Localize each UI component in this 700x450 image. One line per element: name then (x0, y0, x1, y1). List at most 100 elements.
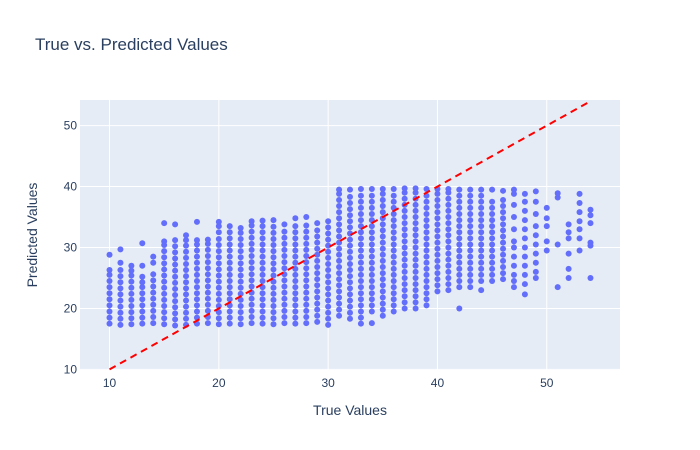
data-point (325, 260, 332, 267)
data-point (510, 262, 517, 269)
data-point (248, 295, 255, 302)
data-point (150, 320, 157, 327)
data-point (237, 278, 244, 285)
data-point (215, 254, 222, 261)
data-point (401, 274, 408, 281)
data-point (423, 265, 430, 272)
data-point (237, 303, 244, 310)
data-point (117, 303, 124, 310)
data-point (467, 271, 474, 278)
data-point (314, 251, 321, 258)
data-point (259, 296, 266, 303)
data-point (434, 233, 441, 240)
data-point (423, 241, 430, 248)
data-point (445, 185, 452, 192)
data-point (390, 284, 397, 291)
data-point (215, 278, 222, 285)
data-point (467, 253, 474, 260)
data-point (336, 300, 343, 307)
data-point (467, 223, 474, 230)
data-point (412, 244, 419, 251)
chart-title: True vs. Predicted Values (35, 35, 228, 54)
data-point (379, 233, 386, 240)
data-point (456, 204, 463, 211)
data-point (368, 198, 375, 205)
data-point (281, 289, 288, 296)
data-point (543, 204, 550, 211)
data-point (215, 296, 222, 303)
data-point (226, 320, 233, 327)
data-point (412, 185, 419, 192)
data-point (259, 302, 266, 309)
data-point (193, 296, 200, 303)
data-point (434, 282, 441, 289)
data-point (248, 277, 255, 284)
data-point (325, 242, 332, 249)
data-point (423, 223, 430, 230)
data-point (434, 203, 441, 210)
data-point (347, 200, 353, 207)
data-point (336, 251, 343, 258)
data-point (368, 290, 375, 297)
data-point (500, 263, 507, 270)
data-point (445, 268, 452, 275)
data-point (467, 204, 474, 211)
data-point (281, 295, 288, 302)
data-point (325, 291, 332, 298)
data-point (368, 247, 375, 254)
data-point (172, 261, 179, 268)
data-point (270, 309, 277, 316)
data-point (412, 287, 419, 294)
data-point (303, 222, 310, 229)
data-point (237, 248, 244, 255)
data-point (434, 276, 441, 283)
data-point (314, 318, 321, 325)
data-point (521, 271, 528, 278)
data-point (303, 253, 310, 260)
data-point (336, 233, 343, 240)
data-point (423, 284, 430, 291)
data-point (117, 291, 124, 298)
data-point (500, 251, 507, 258)
data-point (172, 322, 179, 329)
data-point (357, 217, 364, 224)
data-point (270, 296, 277, 303)
data-point (379, 239, 386, 246)
data-point (456, 253, 463, 260)
data-point (510, 201, 517, 208)
data-point (325, 273, 332, 280)
data-point (478, 186, 485, 193)
data-point (434, 270, 441, 277)
data-point (139, 296, 146, 303)
data-point (401, 238, 408, 245)
data-point (587, 206, 594, 213)
data-point (434, 251, 441, 258)
data-point (336, 221, 343, 228)
data-point (390, 296, 397, 303)
data-point (434, 227, 441, 234)
data-point (215, 272, 222, 279)
data-point (390, 253, 397, 260)
data-point (172, 237, 179, 244)
y-tick-label: 30 (64, 240, 78, 254)
data-point (489, 253, 496, 260)
data-point (532, 232, 539, 239)
data-point (281, 240, 288, 247)
data-point (423, 217, 430, 224)
data-point (215, 223, 222, 230)
data-point (543, 223, 550, 230)
data-point (412, 299, 419, 306)
data-point (489, 247, 496, 254)
data-point (259, 253, 266, 260)
data-point (456, 278, 463, 285)
data-point (467, 229, 474, 236)
data-point (117, 285, 124, 292)
data-point (183, 285, 190, 292)
data-point (390, 265, 397, 272)
data-point (292, 308, 299, 315)
data-point (445, 238, 452, 245)
data-point (357, 271, 364, 278)
data-point (270, 254, 277, 261)
data-point (325, 267, 332, 274)
data-point (292, 223, 299, 230)
